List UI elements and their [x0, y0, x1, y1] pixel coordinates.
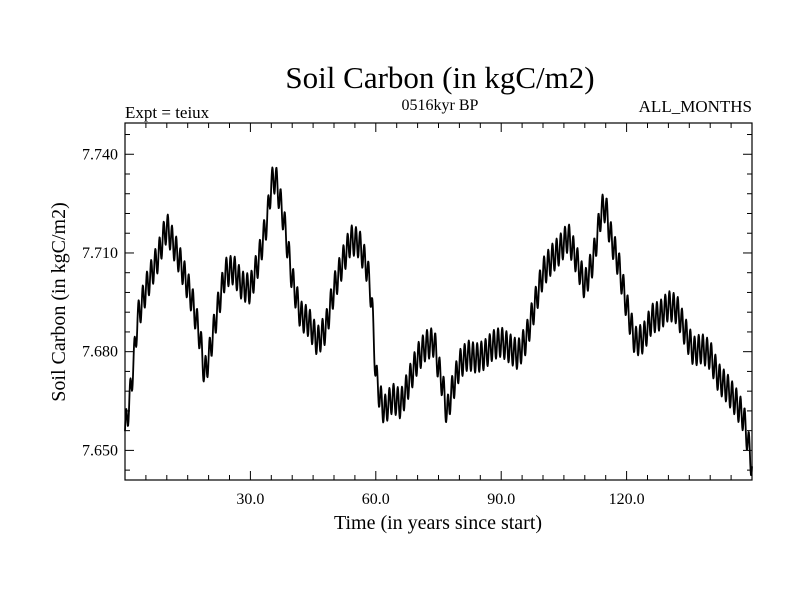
- experiment-label: Expt = teiux: [125, 103, 210, 122]
- y-tick-label: 7.680: [82, 344, 118, 361]
- months-label: ALL_MONTHS: [639, 97, 752, 116]
- chart-subtitle: 0516kyr BP: [402, 97, 479, 114]
- tick-labels: 30.0 60.0 90.0 120.0 7.650 7.680 7.710 7.740: [82, 146, 645, 508]
- y-tick-label: 7.710: [82, 245, 118, 262]
- plot-frame: [124, 122, 753, 481]
- x-tick-label: 30.0: [236, 491, 264, 508]
- y-tick-label: 7.650: [82, 442, 118, 459]
- chart-title: Soil Carbon (in kgC/m2): [285, 60, 594, 95]
- y-tick-label: 7.740: [82, 146, 118, 163]
- x-tick-label: 60.0: [362, 491, 390, 508]
- x-tick-label: 90.0: [487, 491, 515, 508]
- soil-carbon-line: [124, 166, 753, 476]
- axis-ticks: [125, 123, 752, 480]
- x-axis-label: Time (in years since start): [334, 512, 542, 534]
- x-tick-label: 120.0: [609, 491, 645, 508]
- y-axis-label: Soil Carbon (in kgC/m2): [48, 202, 70, 401]
